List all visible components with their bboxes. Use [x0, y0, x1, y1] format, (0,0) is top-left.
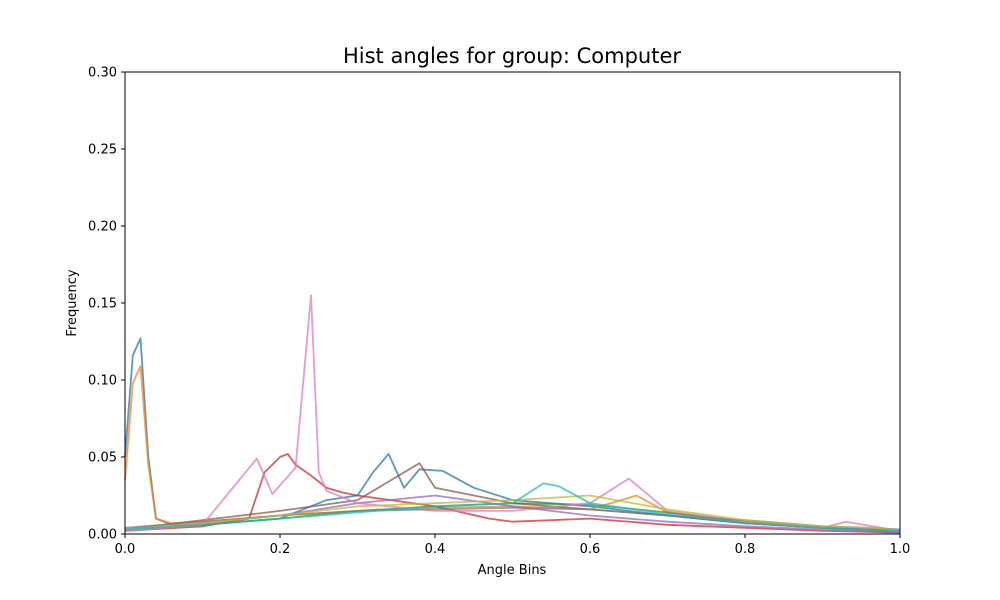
x-tick-label: 0.8: [735, 542, 756, 557]
series-line-4: [124, 452, 901, 534]
y-axis-label: Frequency: [65, 269, 80, 336]
x-tick-label: 0.2: [270, 542, 291, 557]
y-tick-label: 0.00: [88, 528, 117, 543]
series-line-1: [124, 337, 901, 532]
y-axis: 0.00 0.05 0.10 0.15 0.20 0.25 0.30: [88, 66, 125, 543]
series-line-5: [124, 494, 901, 534]
x-tick-label: 0.4: [425, 542, 446, 557]
y-tick-label: 0.25: [88, 143, 117, 158]
x-axis: 0.0 0.2 0.4 0.6 0.8 1.0: [115, 534, 911, 557]
series-lines: [124, 294, 901, 534]
x-tick-label: 1.0: [890, 542, 911, 557]
series-line-7: [124, 294, 901, 532]
y-tick-label: 0.20: [88, 220, 117, 235]
axes-frame: [124, 71, 901, 535]
series-line-10: [124, 482, 901, 532]
y-tick-label: 0.30: [88, 66, 117, 81]
plot-area: [124, 71, 901, 535]
y-tick-label: 0.10: [88, 374, 117, 389]
series-line-9: [124, 494, 901, 532]
x-tick-label: 0.6: [580, 542, 601, 557]
y-tick-label: 0.15: [88, 297, 117, 312]
x-tick-label: 0.0: [115, 542, 136, 557]
y-tick-label: 0.05: [88, 451, 117, 466]
chart-title: Hist angles for group: Computer: [343, 44, 681, 68]
x-axis-label: Angle Bins: [478, 563, 547, 578]
